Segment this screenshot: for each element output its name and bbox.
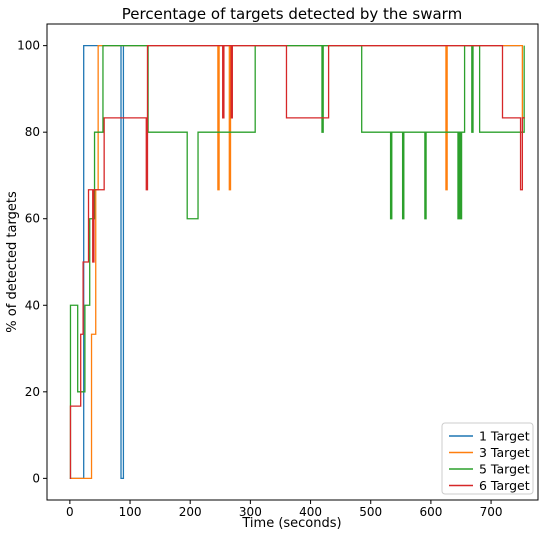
- y-axis: 0 20 40 60 80 100: [17, 39, 47, 485]
- x-axis-title: Time (seconds): [241, 516, 341, 531]
- x-tick-label: 100: [119, 505, 142, 519]
- y-tick-label: 60: [25, 212, 40, 226]
- legend-box: [441, 422, 534, 495]
- x-tick-label: 0: [66, 505, 74, 519]
- legend-label: 1 Target: [479, 429, 530, 444]
- x-tick-label: 200: [179, 505, 202, 519]
- y-tick-label: 0: [32, 471, 40, 485]
- series-line-6-target: [69, 44, 525, 480]
- x-tick-label: 400: [299, 505, 322, 519]
- chart-title: Percentage of targets detected by the sw…: [122, 5, 462, 23]
- y-tick-label: 40: [25, 298, 40, 312]
- y-tick-label: 20: [25, 385, 40, 399]
- x-axis: 0 100 200 300 400 500 600 700: [66, 500, 503, 519]
- legend-label: 3 Target: [479, 445, 530, 460]
- x-tick-label: 600: [419, 505, 442, 519]
- x-tick-label: 500: [359, 505, 382, 519]
- y-axis-title: % of detected targets: [5, 191, 20, 333]
- plot-lines: [69, 44, 525, 480]
- x-tick-label: 300: [239, 505, 262, 519]
- legend-label: 6 Target: [479, 478, 530, 493]
- legend-label: 5 Target: [479, 462, 530, 477]
- x-tick-label: 700: [480, 505, 503, 519]
- plot-frame: [46, 23, 539, 501]
- y-tick-label: 80: [25, 125, 40, 139]
- y-tick-label: 100: [17, 39, 40, 53]
